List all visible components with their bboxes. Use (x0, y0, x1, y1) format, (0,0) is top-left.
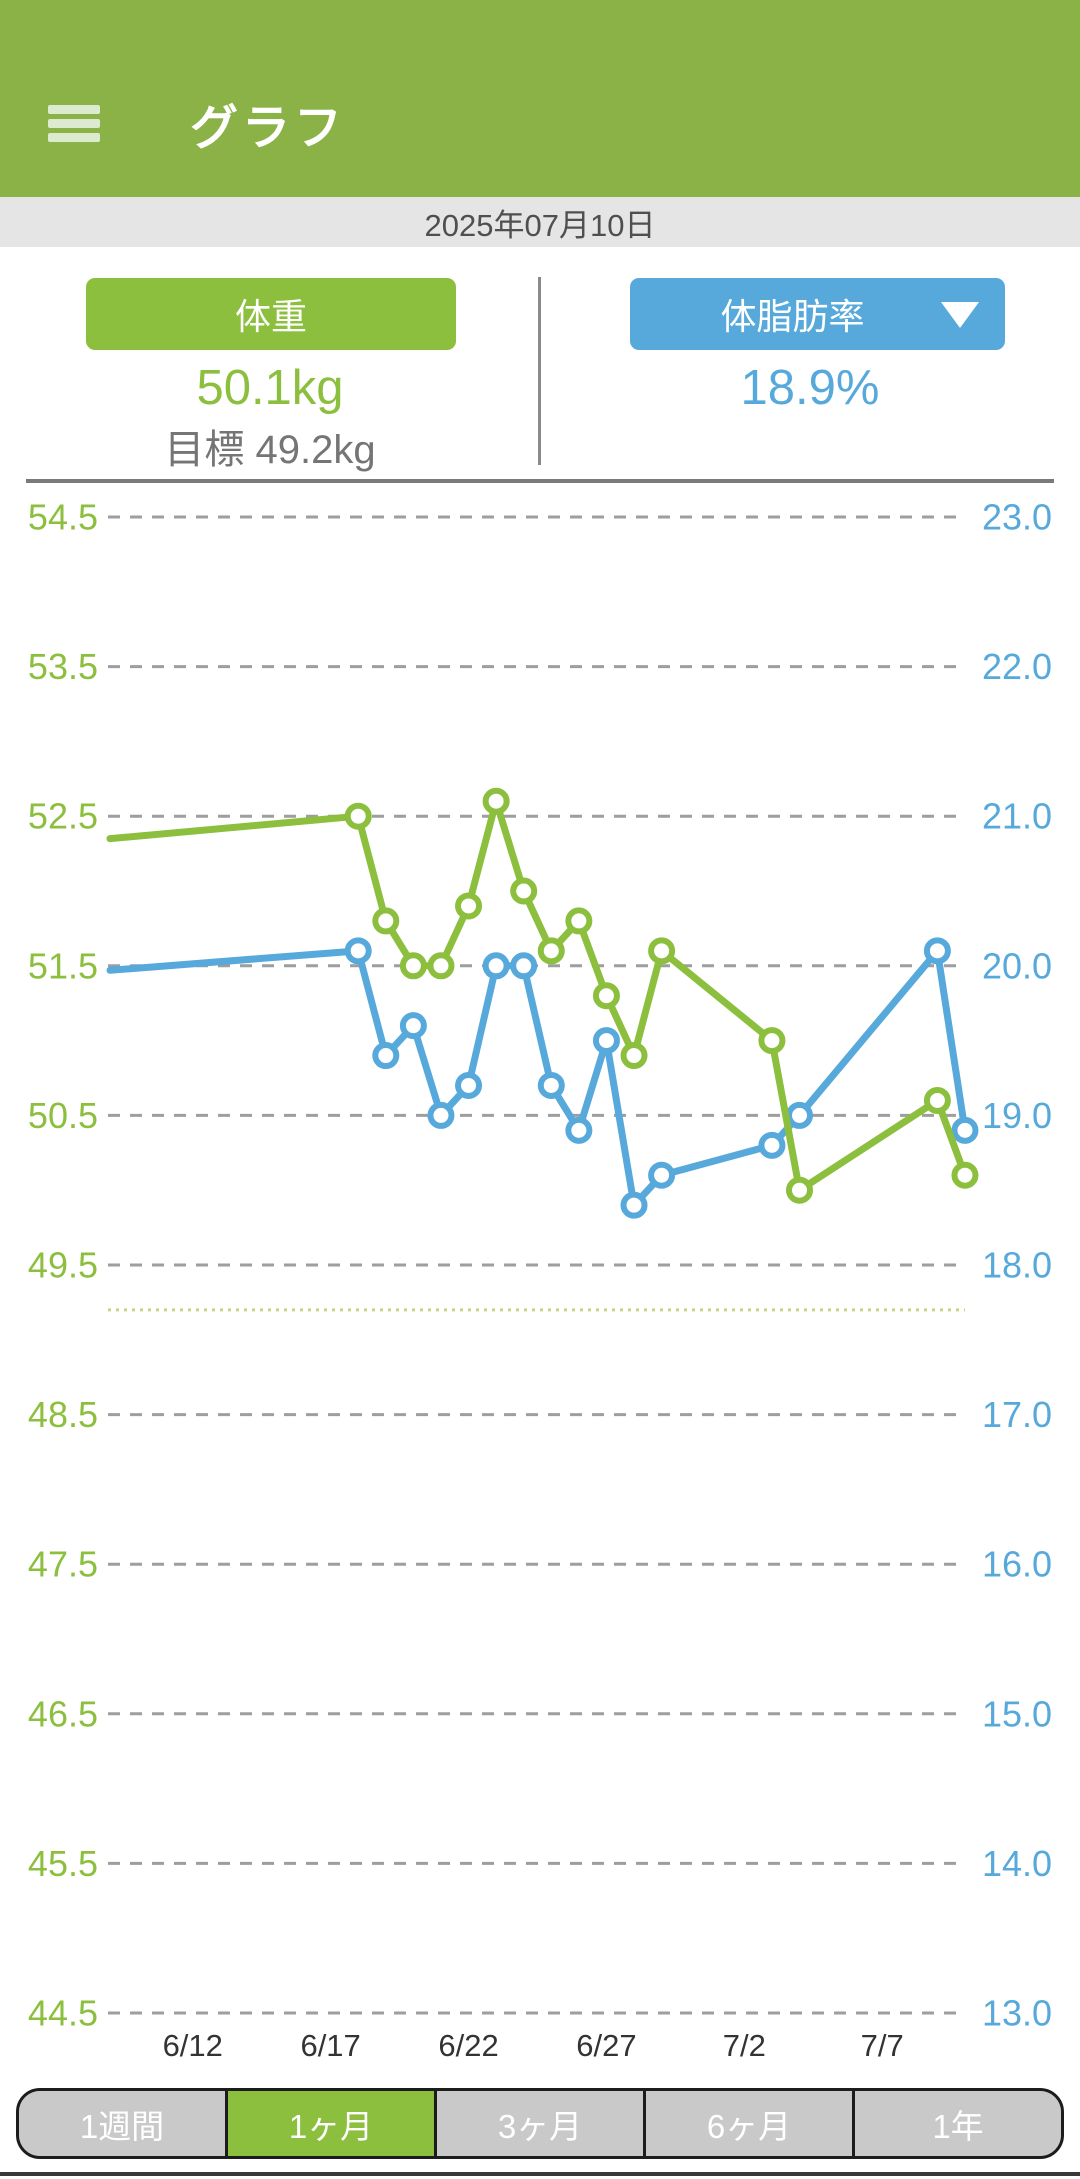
data-point-weight[interactable] (758, 1027, 786, 1055)
data-point-bodyfat[interactable] (455, 1071, 483, 1099)
right-axis-tick-label: 16.0 (982, 1544, 1052, 1585)
data-point-weight[interactable] (565, 907, 593, 935)
right-axis-tick-label: 15.0 (982, 1693, 1052, 1734)
data-point-weight[interactable] (923, 1086, 951, 1114)
data-point-bodyfat[interactable] (399, 1012, 427, 1040)
tab-1-month[interactable]: 1ヶ月 (228, 2091, 437, 2156)
hamburger-menu-icon[interactable] (48, 105, 100, 145)
period-tab-bar: 1週間 1ヶ月 3ヶ月 6ヶ月 1年 (16, 2088, 1064, 2159)
page-title: グラフ (190, 102, 347, 155)
x-axis-tick-label: 7/7 (861, 2028, 904, 2063)
data-point-weight[interactable] (455, 892, 483, 920)
left-axis-tick-label: 46.5 (28, 1693, 98, 1734)
left-axis-tick-label: 51.5 (28, 945, 98, 986)
body-fat-value: 18.9% (740, 361, 880, 415)
tab-1-year[interactable]: 1年 (855, 2091, 1061, 2156)
data-point-weight[interactable] (482, 787, 510, 815)
right-axis-tick-label: 22.0 (982, 646, 1052, 687)
tab-6-months[interactable]: 6ヶ月 (646, 2091, 855, 2156)
right-axis-tick-label: 18.0 (982, 1245, 1052, 1286)
right-axis-tick-label: 14.0 (982, 1843, 1052, 1884)
data-point-bodyfat[interactable] (565, 1116, 593, 1144)
left-axis-tick-label: 52.5 (28, 796, 98, 837)
current-date: 2025年07月10日 (424, 207, 656, 243)
horizontal-divider (26, 479, 1054, 483)
left-axis-tick-label: 47.5 (28, 1544, 98, 1585)
left-axis-tick-label: 44.5 (28, 1993, 98, 2034)
data-point-bodyfat[interactable] (427, 1101, 455, 1129)
metrics-panel: 体重 50.1kg 目標 49.2kg 体脂肪率 18.9% (0, 247, 1080, 486)
data-point-bodyfat[interactable] (344, 937, 372, 965)
right-axis-tick-label: 19.0 (982, 1095, 1052, 1136)
bottom-edge-line (0, 2172, 1080, 2176)
left-axis-tick-label: 54.5 (28, 497, 98, 538)
data-point-weight[interactable] (592, 982, 620, 1010)
right-axis-tick-label: 20.0 (982, 945, 1052, 986)
data-point-bodyfat[interactable] (951, 1116, 979, 1144)
data-point-weight[interactable] (537, 937, 565, 965)
left-axis-tick-label: 50.5 (28, 1095, 98, 1136)
weight-metric: 体重 50.1kg 目標 49.2kg (0, 247, 540, 477)
x-axis-tick-label: 6/17 (300, 2028, 360, 2063)
x-axis-tick-label: 6/27 (576, 2028, 636, 2063)
right-axis-tick-label: 23.0 (982, 497, 1052, 538)
left-axis-tick-label: 48.5 (28, 1394, 98, 1435)
data-point-bodyfat[interactable] (372, 1042, 400, 1070)
data-point-bodyfat[interactable] (648, 1161, 676, 1189)
data-point-weight[interactable] (372, 907, 400, 935)
series-line-weight (106, 797, 969, 1194)
weight-bodyfat-chart: 54.5 23.0 53.5 22.0 52.5 21.0 51.5 20.0 50.5 19.0… (28, 497, 1052, 2064)
right-axis-tick-label: 13.0 (982, 1993, 1052, 2034)
data-point-weight[interactable] (951, 1161, 979, 1189)
left-axis-tick-label: 53.5 (28, 646, 98, 687)
data-point-weight[interactable] (620, 1042, 648, 1070)
data-point-weight[interactable] (427, 952, 455, 980)
right-axis-tick-label: 21.0 (982, 796, 1052, 837)
data-point-bodyfat[interactable] (786, 1101, 813, 1129)
chevron-down-icon (941, 302, 979, 328)
x-axis-tick-label: 6/12 (163, 2028, 223, 2063)
app-header: グラフ (0, 0, 1080, 197)
data-point-bodyfat[interactable] (510, 952, 538, 980)
data-point-bodyfat[interactable] (620, 1191, 648, 1219)
data-point-weight[interactable] (344, 802, 372, 830)
left-axis-tick-label: 49.5 (28, 1245, 98, 1286)
right-axis-tick-label: 17.0 (982, 1394, 1052, 1435)
weight-value: 50.1kg (196, 361, 344, 415)
data-point-bodyfat[interactable] (482, 952, 510, 980)
left-axis-tick-label: 45.5 (28, 1843, 98, 1884)
x-axis-tick-label: 7/2 (723, 2028, 766, 2063)
tab-1-week[interactable]: 1週間 (19, 2091, 228, 2156)
date-bar: 2025年07月10日 (0, 197, 1080, 247)
tab-3-months[interactable]: 3ヶ月 (437, 2091, 646, 2156)
data-point-bodyfat[interactable] (923, 937, 951, 965)
body-fat-button-label: 体脂肪率 (720, 296, 865, 337)
x-axis-tick-label: 6/22 (438, 2028, 498, 2063)
vertical-divider (538, 277, 541, 465)
weight-button-label: 体重 (234, 296, 307, 337)
data-point-weight[interactable] (399, 952, 427, 980)
weight-button[interactable]: 体重 (86, 278, 456, 350)
body-fat-metric: 体脂肪率 18.9% (540, 247, 1080, 477)
weight-goal: 目標 49.2kg (164, 428, 376, 472)
data-point-weight[interactable] (648, 937, 676, 965)
data-point-weight[interactable] (786, 1176, 813, 1204)
data-point-bodyfat[interactable] (592, 1027, 620, 1055)
data-point-bodyfat[interactable] (537, 1071, 565, 1099)
body-fat-dropdown-button[interactable]: 体脂肪率 (630, 278, 1005, 350)
data-point-bodyfat[interactable] (758, 1131, 786, 1159)
data-point-weight[interactable] (510, 877, 538, 905)
